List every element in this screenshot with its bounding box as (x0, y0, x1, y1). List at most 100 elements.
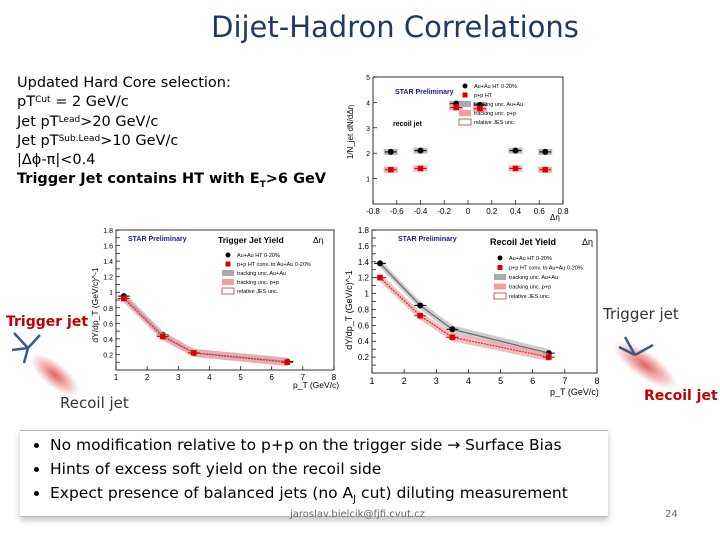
star-preliminary-label: STAR Preliminary (395, 89, 454, 96)
x-tick-label: 3 (176, 373, 181, 382)
page-number: 24 (665, 509, 678, 520)
y-tick-label: 3 (366, 126, 370, 133)
selection-line-4: Jet pTSub.Lead>10 GeV/c (17, 132, 179, 149)
plot-frame (115, 229, 335, 371)
y-tick-label: 1.8 (358, 226, 370, 235)
legend-entry: tracking unc. p+p (474, 111, 516, 117)
legend-entry: p+p HT (474, 93, 493, 99)
legend-marker (497, 255, 503, 261)
trigger-jet-cartoon (11, 332, 80, 397)
y-tick-label: 0.8 (358, 305, 370, 314)
bullet-item: No modification relative to p+p on the t… (50, 433, 608, 457)
chart-title-suffix: Δη (582, 237, 593, 247)
data-point-pp (284, 359, 291, 366)
recoil-jet-label-right: Recoil jet (644, 388, 718, 404)
y-tick-label: 4 (366, 100, 370, 107)
legend-entry: tracking unc. p+p (237, 280, 279, 286)
x-tick-label: 8 (332, 373, 337, 382)
legend-swatch (459, 110, 471, 116)
x-axis-label: p_T (GeV/c) (293, 380, 339, 390)
track-arrow (22, 347, 30, 364)
x-tick-label: 0.8 (557, 207, 569, 216)
data-point-pp (417, 165, 424, 172)
data-point-pp (417, 313, 424, 319)
x-tick-label: 3 (434, 376, 439, 386)
y-tick-label: 2 (366, 151, 370, 158)
track-arrow (13, 332, 29, 349)
trigger-yield-chart: 1 2 3 4 5 6 7 8 0.2 0.4 0.6 0.8 1 1.2 1.4 1.6 1.8 STAR Pr… (90, 228, 339, 390)
y-tick-label: 1.4 (103, 259, 113, 266)
legend-swatch (221, 287, 235, 295)
delta-eta-ylabel: 1/N_jet dN/dΔη (346, 105, 355, 159)
y-tick-label: 1.6 (103, 244, 113, 251)
y-tick-label: 5 (366, 75, 370, 82)
x-tick-label: 1 (369, 376, 374, 386)
data-point-pp (377, 274, 383, 281)
legend-entry: tracking unc. p+p (509, 285, 551, 291)
y-tick-label: 0.4 (358, 337, 370, 346)
data-point-pp (512, 165, 519, 172)
x-tick-label: 0.6 (534, 207, 546, 216)
selection-line-5: |Δϕ-π|<0.4 (17, 152, 96, 169)
data-point-pp (191, 350, 197, 356)
chart-title: Trigger Jet Yield (218, 235, 284, 245)
x-tick-label: 4 (207, 373, 212, 382)
selection-line-2: pTCut = 2 GeV/c (17, 94, 129, 111)
page-title: Dijet-Hadron Correlations (211, 10, 579, 44)
track-arrow (11, 346, 29, 352)
legend-marker (225, 261, 231, 267)
y-axis-label: dY/dp_T (GeV/c)^-1 (90, 267, 100, 342)
legend-swatch (494, 274, 506, 280)
x-axis-label: p_T (GeV/c) (550, 387, 599, 397)
x-axis-label: Δη (550, 213, 560, 222)
legend-swatch (459, 101, 471, 107)
footer-email: jaroslav.bielcik@fjfi.cvut.cz (290, 509, 425, 520)
x-tick-label: 0.2 (486, 207, 498, 216)
x-tick-label: 4 (466, 376, 471, 386)
x-tick-label: -0.2 (437, 207, 451, 216)
y-axis-label: dY/dp_T (GeV/c)^-1 (344, 270, 354, 350)
data-point-auau (417, 147, 424, 154)
x-tick-label: 7 (301, 373, 306, 382)
selection-line-1: Updated Hard Core selection: (17, 75, 231, 91)
y-tick-label: 1 (366, 177, 370, 184)
series-line (379, 262, 549, 354)
track-arrow (623, 336, 637, 356)
legend-swatch (494, 283, 506, 290)
uncertainty-band (380, 259, 549, 358)
bullet-item: Hints of excess soft yield on the recoil… (50, 457, 608, 481)
x-tick-label: 5 (238, 373, 243, 382)
jet-cone-shape (30, 353, 80, 397)
y-tick-label: 1.4 (358, 258, 370, 267)
x-tick-label: 6 (269, 373, 274, 382)
legend-entry: tracking unc. Au+Au (237, 271, 286, 277)
x-tick-label: 2 (145, 373, 150, 382)
legend-entry: p+p HT conv. to Au+Au 0-20% (237, 262, 311, 268)
delta-eta-chart: 1/N_jet dN/dΔη -0.8 -0.6 -0.4 -0.2 0 0.2 0.4 0.… (345, 72, 570, 222)
summary-box: No modification relative to p+p on the t… (20, 430, 608, 518)
selection-line-6: Trigger Jet contains HT with ET>6 GeV (17, 171, 327, 191)
data-point-pp (159, 333, 166, 340)
bullet-item: Expect presence of balanced jets (no AJ … (50, 481, 608, 512)
legend-swatch (493, 292, 507, 300)
track-arrow (618, 345, 636, 357)
x-tick-label: 0 (466, 207, 471, 216)
data-point-auau (417, 302, 424, 309)
chart-title: recoil jet (393, 121, 422, 128)
x-tick-label: -0.8 (366, 207, 380, 216)
y-tick-label: 0.6 (103, 321, 113, 328)
x-tick-label: 5 (498, 376, 503, 386)
legend-marker (497, 265, 503, 270)
recoil-jet-label-left: Recoil jet (60, 394, 129, 412)
series-line (123, 298, 288, 363)
y-tick-label: 1.2 (358, 274, 370, 283)
data-point-auau (542, 148, 549, 155)
legend-entry: Au+Au HT 0-20% (509, 256, 552, 262)
y-tick-label: 0.4 (103, 337, 113, 344)
track-arrow (634, 343, 654, 357)
x-tick-label: 8 (594, 376, 599, 386)
y-tick-label: 0.2 (103, 352, 113, 359)
x-tick-label: 7 (562, 376, 567, 386)
legend-entry: relative JES unc. (474, 120, 516, 126)
data-point-auau (512, 147, 519, 154)
